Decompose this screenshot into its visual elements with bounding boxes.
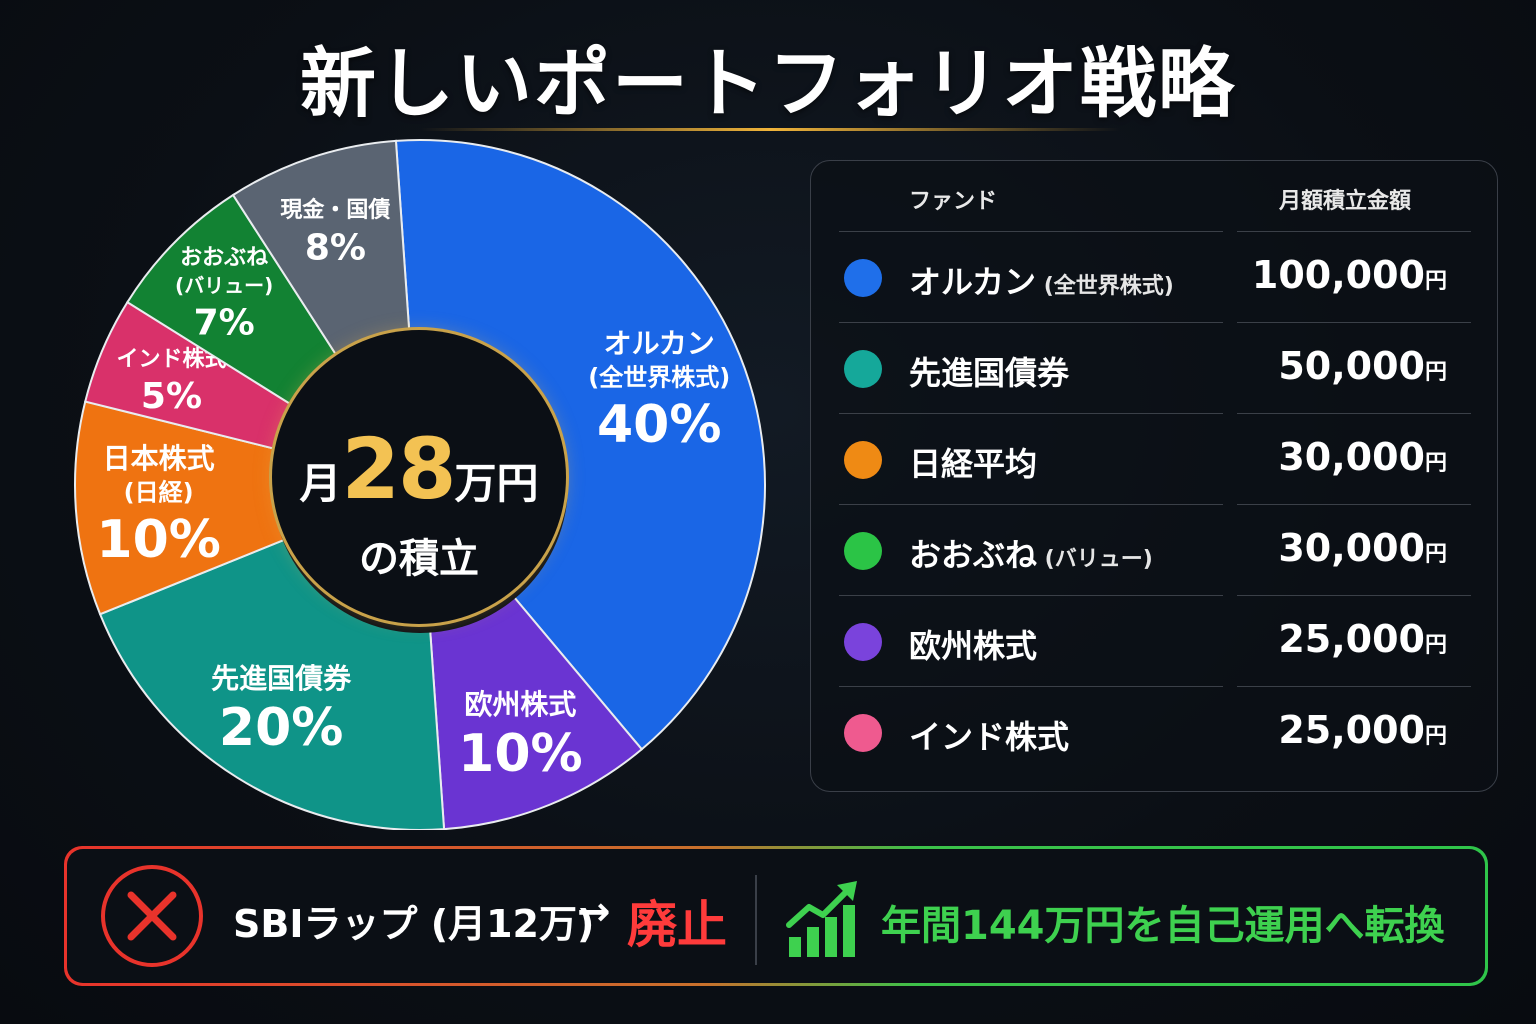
fund-sub-text: (バリュー) <box>1037 547 1153 572</box>
fund-row: 先進国債券 50,000円 <box>811 322 1499 414</box>
fund-amount-value: 100,000 <box>1251 253 1425 297</box>
fund-color-dot <box>844 714 882 752</box>
portfolio-pie-chart: オルカン(全世界株式)40%欧州株式10%先進国債券20%日本株式(日経)10%… <box>74 139 766 830</box>
abolish-label: 廃止 <box>627 896 727 954</box>
fund-color-dot <box>844 623 882 661</box>
row-divider <box>839 686 1223 687</box>
slice-value: 10% <box>96 510 220 570</box>
slice-value: 5% <box>141 376 202 417</box>
fund-color-dot <box>844 532 882 570</box>
fund-name-text: 日経平均 <box>909 445 1038 483</box>
fund-color-dot <box>844 350 882 388</box>
row-divider <box>1237 231 1471 232</box>
slice-value: 10% <box>458 724 582 784</box>
row-divider <box>1237 413 1471 414</box>
row-divider <box>839 322 1223 323</box>
slice-sublabel: (全世界株式) <box>588 363 730 391</box>
slice-label: 日本株式 <box>103 442 215 475</box>
yen-unit: 円 <box>1424 269 1447 294</box>
row-divider <box>1237 595 1471 596</box>
fund-row: 欧州株式 25,000円 <box>811 595 1499 687</box>
arrow-right-icon: → <box>577 889 611 935</box>
conversion-text: 年間144万円を自己運用へ転換 <box>881 903 1445 949</box>
yen-unit: 円 <box>1424 360 1447 385</box>
slice-label: 先進国債券 <box>211 662 352 695</box>
fund-amount: 100,000円 <box>1252 253 1447 297</box>
growth-chart-icon <box>786 881 857 957</box>
fund-amount-value: 50,000 <box>1278 344 1425 388</box>
row-divider <box>839 231 1223 232</box>
banner-divider <box>755 875 757 965</box>
fund-amount-value: 30,000 <box>1278 435 1425 479</box>
slice-sublabel: (バリュー) <box>175 274 273 298</box>
monthly-caption: の積立 <box>359 536 479 582</box>
yen-unit: 円 <box>1424 542 1447 567</box>
pie-slice <box>74 400 424 616</box>
fund-name-text: インド株式 <box>909 718 1070 756</box>
slice-value: 40% <box>597 395 721 455</box>
cancel-icon <box>101 865 203 967</box>
fund-name-text: おおぶね <box>909 536 1038 574</box>
fund-name: 日経平均 <box>909 439 1037 485</box>
fund-amount: 50,000円 <box>1278 344 1447 388</box>
yen-unit: 円 <box>1424 451 1447 476</box>
slice-value: 8% <box>305 227 366 268</box>
fund-name: 先進国債券 <box>909 348 1069 394</box>
row-divider <box>1237 504 1471 505</box>
slice-value: 20% <box>219 698 343 758</box>
monthly-amount: 28 <box>341 420 457 518</box>
monthly-prefix: 月 <box>299 459 342 508</box>
summary-banner-inner: SBIラップ (月12万) → 廃止 年間144万円を自己運用へ転換 <box>67 849 1485 983</box>
fund-amount: 25,000円 <box>1278 617 1447 661</box>
header-fund: ファンド <box>909 189 998 214</box>
row-divider <box>839 504 1223 505</box>
fund-amount: 25,000円 <box>1278 708 1447 752</box>
yen-unit: 円 <box>1424 633 1447 658</box>
row-divider <box>1237 686 1471 687</box>
pie-slice <box>394 139 766 751</box>
monthly-unit: 万円 <box>454 459 539 508</box>
row-divider <box>839 595 1223 596</box>
fund-name-text: 欧州株式 <box>909 627 1038 665</box>
sbi-wrap-text: SBIラップ (月12万) <box>233 902 595 946</box>
pie-center-summary: 月28万円 の積立 <box>272 330 566 624</box>
fund-row: おおぶね (バリュー) 30,000円 <box>811 504 1499 596</box>
title-underline <box>420 128 1120 131</box>
fund-name: インド株式 <box>909 712 1069 758</box>
slice-value: 7% <box>194 303 255 344</box>
fund-name: おおぶね (バリュー) <box>909 530 1153 576</box>
fund-table: ファンド 月額積立金額 オルカン (全世界株式) 100,000円 先進国債券 50,… <box>810 160 1498 792</box>
row-divider <box>839 413 1223 414</box>
fund-amount: 30,000円 <box>1278 435 1447 479</box>
fund-row: オルカン (全世界株式) 100,000円 <box>811 231 1499 323</box>
monthly-total: 月28万円 <box>272 420 566 518</box>
summary-banner: SBIラップ (月12万) → 廃止 年間144万円を自己運用へ転換 <box>64 846 1488 986</box>
page-title: 新しいポートフォリオ戦略 <box>300 39 1236 128</box>
fund-amount-value: 30,000 <box>1278 526 1425 570</box>
slice-label: 欧州株式 <box>464 688 576 721</box>
fund-name: 欧州株式 <box>909 621 1037 667</box>
slice-sublabel: (日経) <box>124 478 194 506</box>
slice-label: オルカン <box>604 327 715 360</box>
row-divider <box>1237 322 1471 323</box>
slice-label: おおぶね <box>180 245 268 270</box>
fund-row: 日経平均 30,000円 <box>811 413 1499 505</box>
fund-color-dot <box>844 259 882 297</box>
fund-color-dot <box>844 441 882 479</box>
fund-name-text: オルカン <box>909 263 1037 301</box>
fund-amount-value: 25,000 <box>1278 617 1425 661</box>
fund-name: オルカン (全世界株式) <box>909 257 1174 303</box>
fund-sub-text: (全世界株式) <box>1036 274 1174 299</box>
yen-unit: 円 <box>1424 724 1447 749</box>
fund-amount: 30,000円 <box>1278 526 1447 570</box>
fund-amount-value: 25,000 <box>1278 708 1425 752</box>
fund-name-text: 先進国債券 <box>909 354 1070 392</box>
slice-label: 現金・国債 <box>280 197 390 223</box>
header-amount: 月額積立金額 <box>1279 189 1412 214</box>
fund-row: インド株式 25,000円 <box>811 686 1499 778</box>
